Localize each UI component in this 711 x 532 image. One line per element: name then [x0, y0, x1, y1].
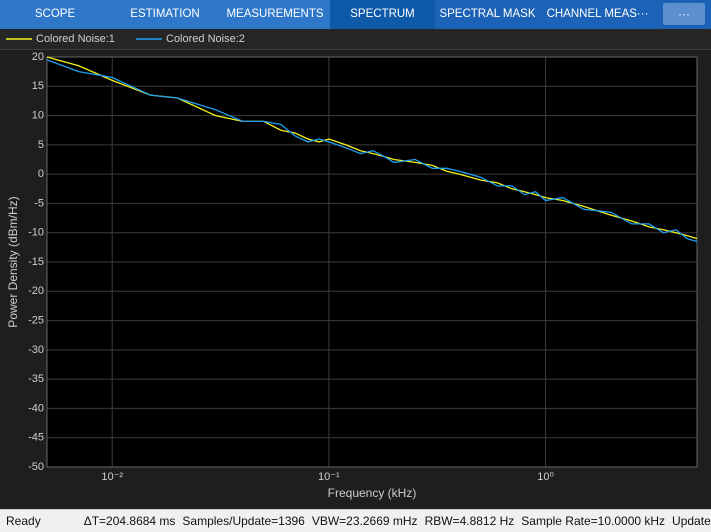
tab[interactable]: SPECTRAL MASK: [439, 8, 536, 20]
tab[interactable]: CHANNEL MEAS···: [546, 8, 649, 20]
y-tick-label: 15: [32, 80, 44, 92]
x-axis-label: Frequency (kHz): [328, 486, 417, 500]
legend-label: Colored Noise:2: [166, 33, 245, 45]
more-button[interactable]: ···: [663, 3, 705, 25]
status-item: Updates=: [672, 514, 711, 528]
tab[interactable]: SPECTRUM: [330, 0, 435, 29]
y-tick-label: -25: [28, 314, 44, 326]
status-item: Samples/Update=1396: [182, 514, 305, 528]
status-bar: Ready ΔT=204.8684 ms Samples/Update=1396 VB…: [0, 509, 711, 532]
status-item: ΔT=204.8684 ms: [83, 514, 176, 528]
series-line: [46, 59, 698, 243]
status-item: Sample Rate=10.0000 kHz: [521, 514, 666, 528]
y-tick-label: -20: [28, 285, 44, 297]
status-item: RBW=4.8812 Hz: [424, 514, 515, 528]
tab[interactable]: MEASUREMENTS: [220, 0, 330, 29]
y-tick-label: -15: [28, 256, 44, 268]
legend-label: Colored Noise:1: [36, 33, 115, 45]
y-tick-label: 10: [32, 109, 44, 121]
y-tick-label: -35: [28, 373, 44, 385]
y-tick-label: -30: [28, 344, 44, 356]
y-tick-label: -40: [28, 402, 44, 414]
legend: Colored Noise:1 Colored Noise:2: [0, 29, 711, 50]
toolstrip-tabs: SCOPE ESTIMATION MEASUREMENTS SPECTRUM SPECT…: [0, 0, 711, 29]
y-tick-label: 0: [38, 168, 44, 180]
tab[interactable]: ESTIMATION: [110, 0, 220, 29]
x-tick-label: 10⁻¹: [318, 471, 340, 483]
y-tick-label: -50: [28, 461, 44, 473]
y-tick-label: -10: [28, 227, 44, 239]
y-axis-label: Power Density (dBm/Hz): [6, 196, 20, 327]
x-tick-label: 10⁰: [537, 471, 554, 483]
plot-border: [46, 56, 698, 468]
x-tick-label: 10⁻²: [101, 471, 123, 483]
chart: -50-45-40-35-30-25-20-15-10-50510152010⁻…: [6, 51, 698, 500]
tab[interactable]: SCOPE: [0, 0, 110, 29]
y-tick-label: -5: [34, 197, 44, 209]
status-item: VBW=23.2669 mHz: [311, 514, 418, 528]
y-tick-label: -45: [28, 432, 44, 444]
status-item: Ready: [6, 514, 41, 528]
y-tick-label: 5: [38, 139, 44, 151]
y-tick-label: 20: [32, 51, 44, 63]
